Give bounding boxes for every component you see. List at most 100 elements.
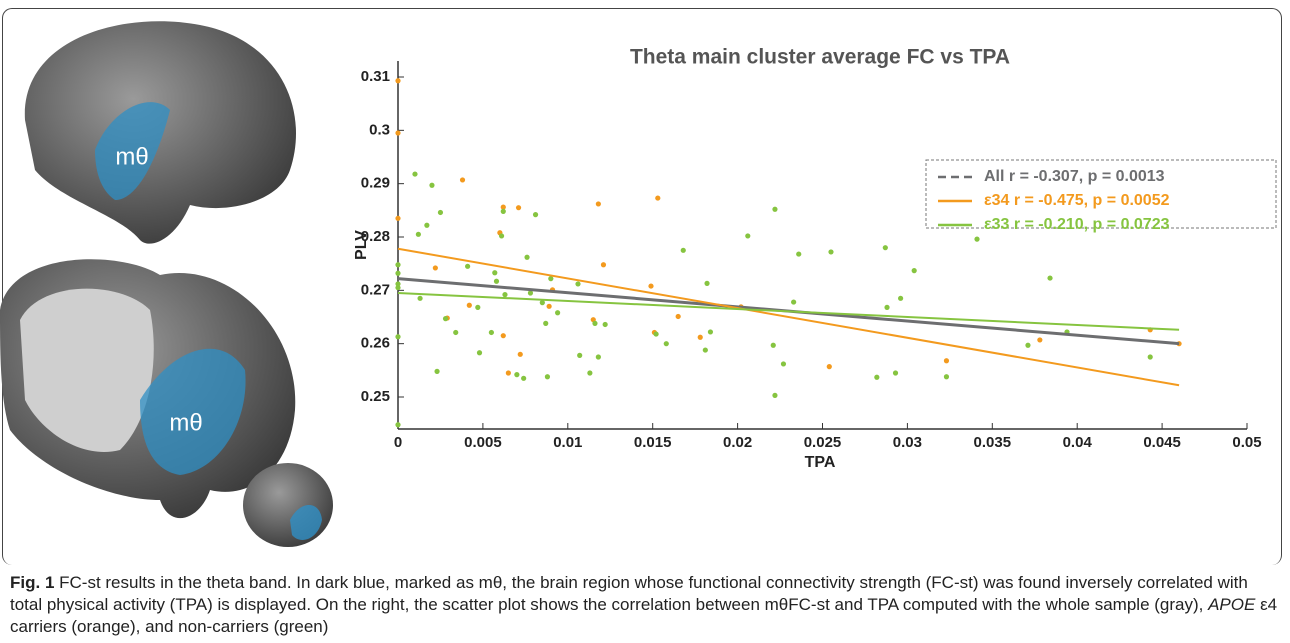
point — [518, 352, 523, 357]
point — [506, 370, 511, 375]
point — [395, 285, 400, 290]
fit-line — [398, 249, 1179, 386]
x-tick-label: 0.035 — [974, 434, 1012, 451]
point — [944, 374, 949, 379]
point — [460, 177, 465, 182]
point — [874, 375, 879, 380]
point — [587, 370, 592, 375]
point — [648, 283, 653, 288]
point — [412, 171, 417, 176]
point — [424, 223, 429, 228]
point — [477, 350, 482, 355]
y-tick-label: 0.28 — [361, 228, 390, 245]
point — [465, 264, 470, 269]
point — [555, 310, 560, 315]
point — [443, 316, 448, 321]
point — [533, 212, 538, 217]
point — [492, 270, 497, 275]
x-tick-label: 0.02 — [723, 434, 752, 451]
x-tick-label: 0.045 — [1143, 434, 1181, 451]
point — [1148, 354, 1153, 359]
point — [596, 354, 601, 359]
y-tick-label: 0.25 — [361, 388, 390, 405]
caption-label: Fig. 1 — [10, 573, 54, 592]
point — [521, 376, 526, 381]
point — [395, 262, 400, 267]
point — [664, 341, 669, 346]
x-tick-label: 0.04 — [1063, 434, 1093, 451]
point — [417, 296, 422, 301]
point — [494, 279, 499, 284]
brain-coronal — [0, 259, 295, 518]
point — [395, 334, 400, 339]
x-tick-label: 0.03 — [893, 434, 922, 451]
y-tick-label: 0.31 — [361, 68, 390, 85]
x-tick-label: 0.005 — [464, 434, 502, 451]
caption-text: FC-st results in the theta band. In dark… — [10, 573, 1248, 614]
point — [501, 209, 506, 214]
y-tick-label: 0.3 — [369, 121, 390, 138]
point — [603, 322, 608, 327]
figure: mθ mθ Theta main cluster average FC vs T… — [0, 0, 1290, 565]
point — [501, 333, 506, 338]
caption: Fig. 1 FC-st results in the theta band. … — [10, 572, 1280, 638]
point — [708, 329, 713, 334]
point — [771, 343, 776, 348]
point — [698, 335, 703, 340]
x-tick-label: 0.015 — [634, 434, 672, 451]
point — [395, 271, 400, 276]
point — [429, 183, 434, 188]
y-tick-label: 0.29 — [361, 175, 390, 192]
point — [547, 304, 552, 309]
legend-label: ε33 r = -0.210, p = 0.0723 — [984, 216, 1170, 233]
point — [395, 216, 400, 221]
fit-line — [398, 293, 1179, 330]
point — [395, 130, 400, 135]
y-tick-label: 0.27 — [361, 281, 390, 298]
point — [467, 303, 472, 308]
y-tick-label: 0.26 — [361, 335, 390, 352]
point — [601, 262, 606, 267]
point — [395, 78, 400, 83]
point — [524, 255, 529, 260]
point — [489, 330, 494, 335]
point — [703, 347, 708, 352]
point — [577, 353, 582, 358]
point — [781, 361, 786, 366]
point — [912, 268, 917, 273]
point — [434, 369, 439, 374]
point — [653, 331, 658, 336]
x-axis-label: TPA — [805, 454, 836, 471]
point — [898, 296, 903, 301]
point — [704, 281, 709, 286]
page: mθ mθ Theta main cluster average FC vs T… — [0, 0, 1290, 643]
region-label: mθ — [169, 409, 202, 436]
point — [516, 205, 521, 210]
point — [548, 276, 553, 281]
point — [1037, 337, 1042, 342]
point — [884, 305, 889, 310]
point — [543, 321, 548, 326]
point — [596, 201, 601, 206]
point — [772, 207, 777, 212]
brain-lateral — [25, 21, 296, 243]
point — [883, 245, 888, 250]
point — [676, 314, 681, 319]
point — [772, 393, 777, 398]
point — [791, 299, 796, 304]
point — [395, 422, 400, 427]
legend-label: All r = -0.307, p = 0.0013 — [984, 168, 1165, 185]
point — [499, 233, 504, 238]
point — [1025, 343, 1030, 348]
x-tick-label: 0.025 — [804, 434, 842, 451]
point — [944, 358, 949, 363]
point — [893, 370, 898, 375]
point — [592, 321, 597, 326]
region-label: mθ — [115, 143, 148, 170]
point — [438, 210, 443, 215]
caption-italic: APOE — [1208, 595, 1255, 614]
point — [828, 249, 833, 254]
point — [575, 281, 580, 286]
chart-title: Theta main cluster average FC vs TPA — [630, 46, 1010, 69]
x-tick-label: 0 — [394, 434, 402, 451]
